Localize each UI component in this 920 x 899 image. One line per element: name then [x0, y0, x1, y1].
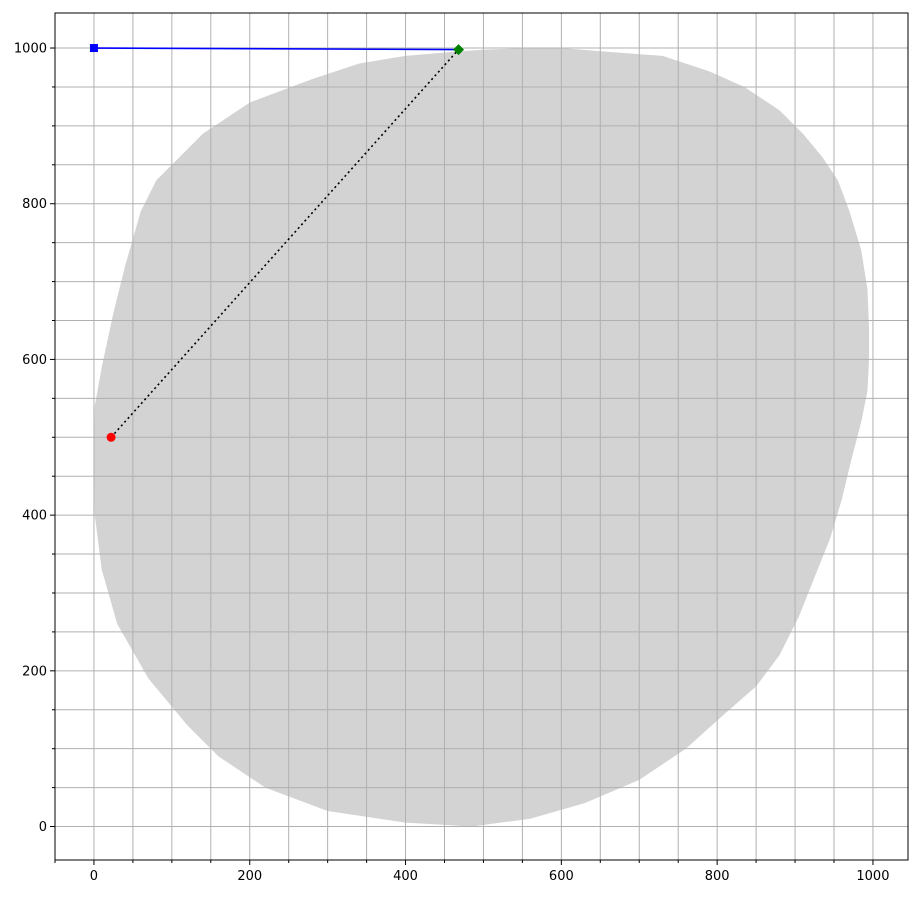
diamond-marker — [453, 44, 465, 56]
x-tick-label: 200 — [237, 869, 262, 884]
y-tick-label: 600 — [22, 353, 47, 368]
y-tick-label: 0 — [39, 820, 47, 835]
y-tick-label: 200 — [22, 664, 47, 679]
square-marker — [89, 44, 98, 53]
series-line-0 — [93, 47, 459, 51]
x-tick-label: 600 — [549, 869, 574, 884]
y-tick-label: 400 — [22, 509, 47, 524]
series-line-1 — [110, 49, 460, 438]
x-tick-label: 800 — [705, 869, 730, 884]
x-tick-label: 400 — [393, 869, 418, 884]
axes-frame — [54, 12, 909, 861]
x-tick-label: 0 — [90, 869, 98, 884]
y-tick-label: 1000 — [14, 42, 47, 57]
y-tick-label: 800 — [22, 197, 47, 212]
x-tick-label: 1000 — [856, 869, 889, 884]
circle-marker — [106, 432, 116, 442]
